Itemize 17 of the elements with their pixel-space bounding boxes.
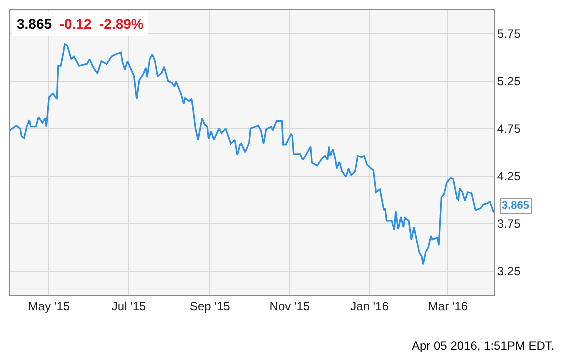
x-tick-label: Jul '15 — [112, 299, 147, 314]
text: Apr 05 2016, 1:51PM EDT. — [412, 339, 555, 353]
y-tick-label: 3.75 — [497, 216, 522, 231]
line-series — [10, 43, 494, 266]
annotation: 3.865 — [502, 200, 530, 212]
x-tick-label: May '15 — [28, 299, 70, 314]
y-tick-label: 4.25 — [497, 169, 522, 184]
x-tick-label: Sep '15 — [190, 299, 231, 314]
y-tick-label: 5.75 — [497, 26, 522, 41]
y-tick-label: 3.25 — [497, 264, 522, 278]
chart-subtitle: -0.12 -2.89% — [60, 16, 144, 32]
chart-title: 3.865 — [17, 16, 52, 32]
x-tick-label: Jan '16 — [350, 299, 390, 314]
x-tick-label: Nov '15 — [270, 299, 310, 314]
x-tick-label: Mar '16 — [428, 299, 468, 314]
y-tick-label: 5.25 — [497, 74, 522, 88]
y-tick-label: 4.75 — [497, 122, 522, 136]
